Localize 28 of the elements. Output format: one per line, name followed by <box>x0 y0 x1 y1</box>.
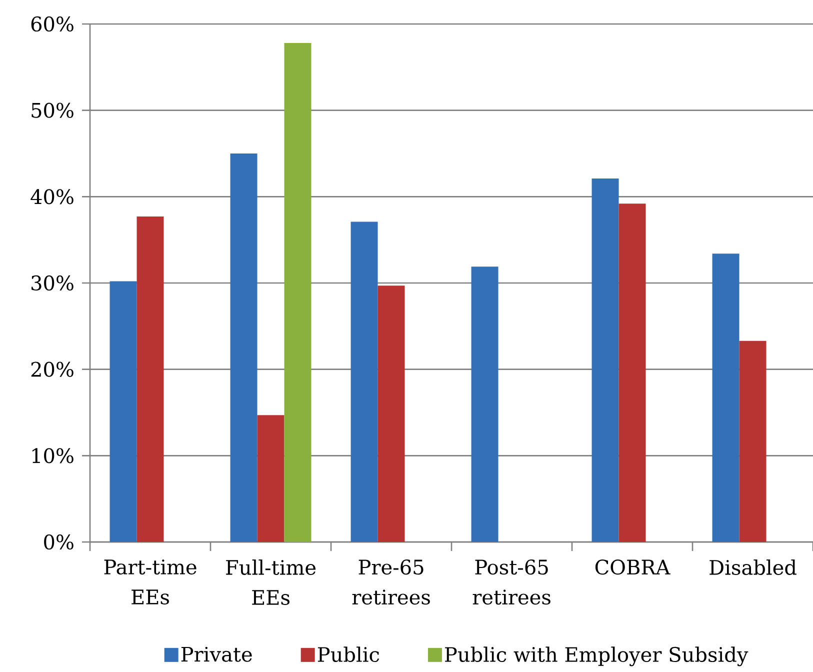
x-tick-label: COBRA <box>595 560 670 575</box>
y-tick-label: 20% <box>31 362 74 377</box>
x-tick-label: Full-time EEs <box>226 560 316 605</box>
x-tick-label: Part-time EEs <box>104 560 196 605</box>
x-tick-label: Disabled <box>710 560 796 575</box>
bar <box>110 281 137 542</box>
bar <box>230 154 258 542</box>
bar <box>739 340 766 542</box>
y-tick-label: 30% <box>32 275 74 291</box>
bar <box>712 254 740 542</box>
bar <box>378 286 405 542</box>
bar <box>284 42 312 542</box>
legend-label: Private <box>181 646 252 662</box>
y-tick-label: 60% <box>31 16 74 32</box>
bar <box>257 415 284 542</box>
y-tick-label: 40% <box>30 189 74 204</box>
bar <box>592 178 619 542</box>
legend-label: Public with Employer Subsidy <box>445 646 748 666</box>
bar <box>136 216 164 542</box>
legend-label: Public <box>318 646 380 662</box>
y-tick-label: 50% <box>32 102 74 118</box>
x-tick-label: Post-65 retirees <box>472 560 550 605</box>
bar <box>471 266 498 542</box>
y-tick-label: 10% <box>32 448 74 464</box>
y-tick-label: 0% <box>44 534 74 550</box>
bar <box>618 204 646 542</box>
x-tick-label: Pre-65 retirees <box>352 560 430 605</box>
bar <box>350 222 378 542</box>
